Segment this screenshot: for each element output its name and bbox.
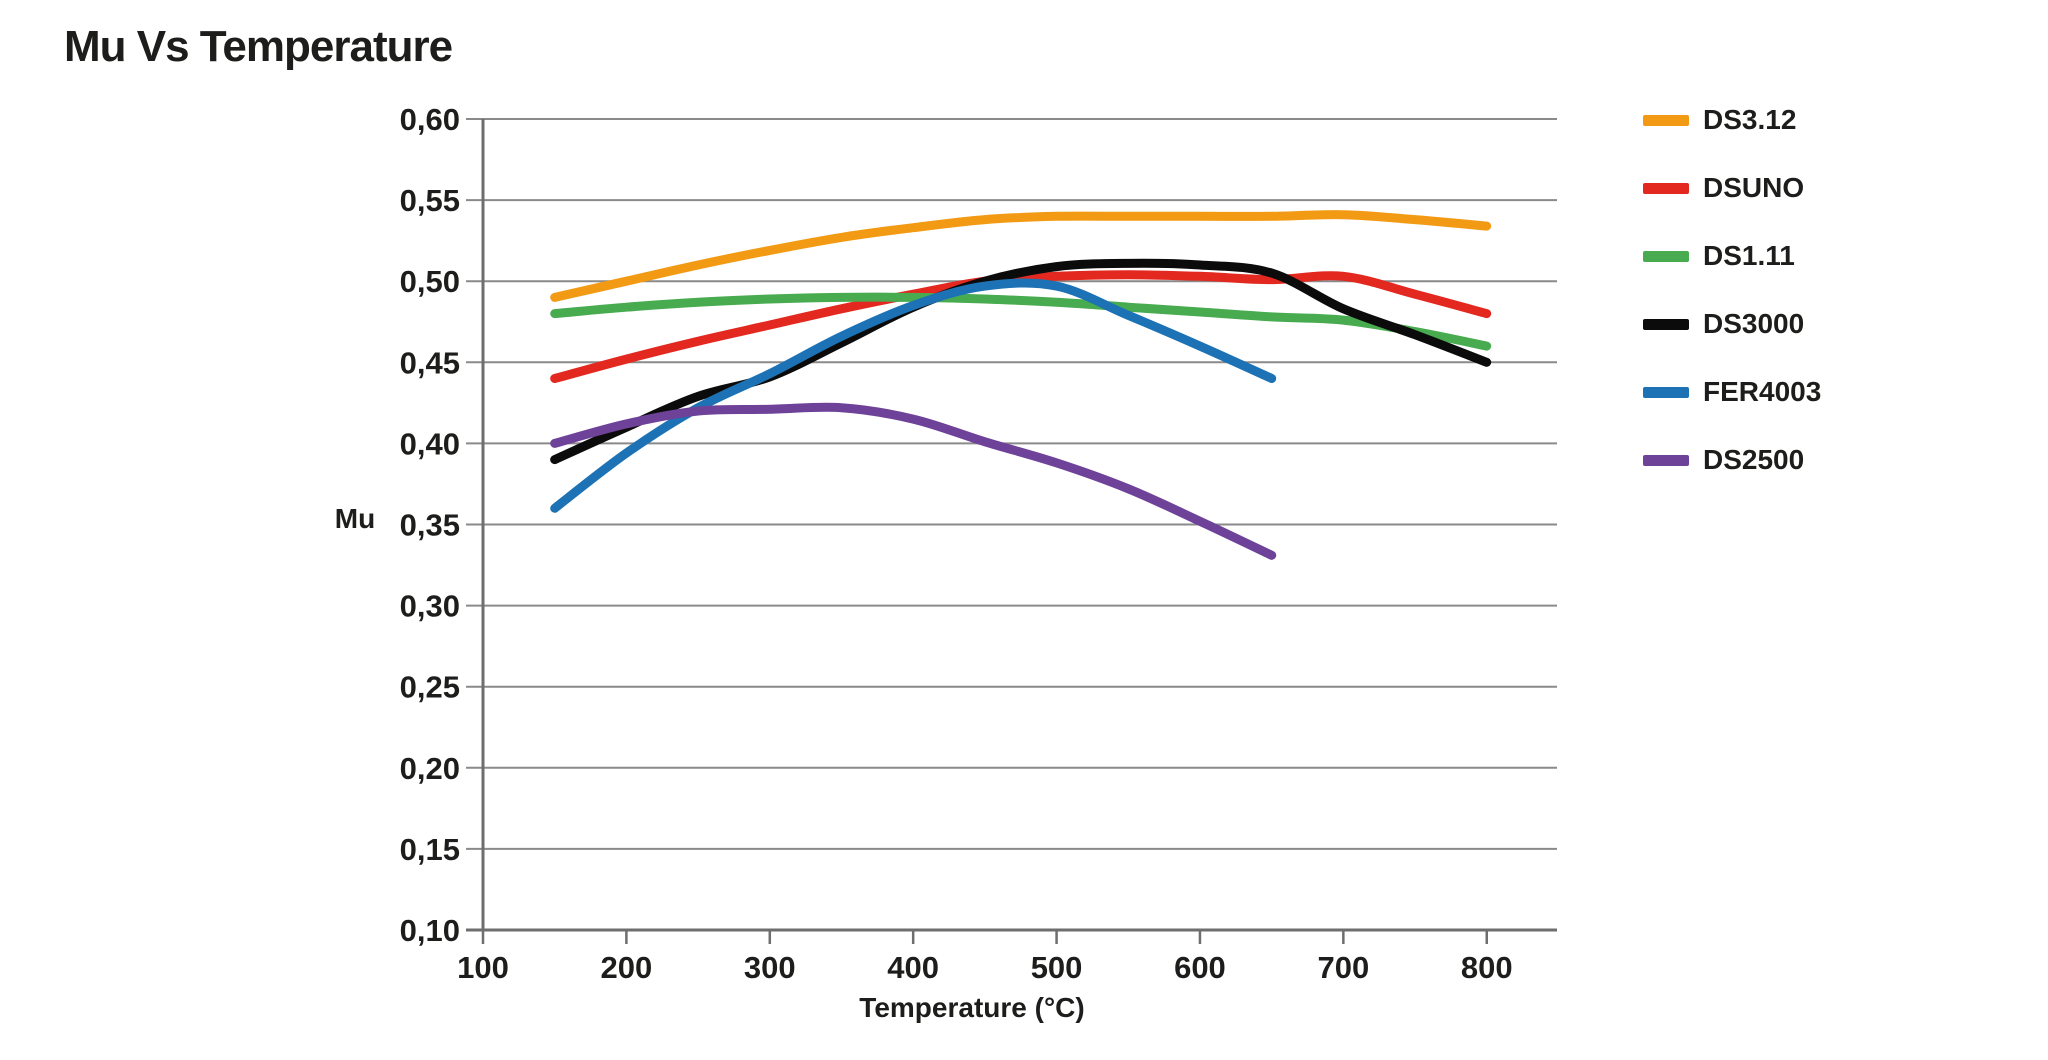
legend-swatch-icon (1643, 454, 1689, 466)
legend-swatch-icon (1643, 114, 1689, 126)
legend-item-ds3000: DS3000 (1643, 290, 1821, 358)
chart-title: Mu Vs Temperature (64, 22, 453, 71)
legend-swatch-icon (1643, 182, 1689, 194)
legend-item-ds1.11: DS1.11 (1643, 222, 1821, 290)
series-line-ds3000 (550, 258, 1492, 465)
x-tick-label: 200 (601, 950, 653, 985)
x-axis-title: Temperature (°C) (859, 992, 1085, 1023)
legend-label: FER4003 (1703, 376, 1822, 407)
y-tick-label: 0,40 (400, 426, 460, 461)
y-tick-label: 0,55 (400, 183, 460, 218)
y-tick-label: 0,60 (400, 102, 460, 137)
legend-label: DS3000 (1703, 308, 1805, 339)
series-line-fer4003 (550, 278, 1277, 513)
legend-label: DS3.12 (1703, 104, 1797, 135)
legend: DS3.12 DSUNO DS1.11 DS3000 FER4003 DS2500 (1643, 86, 1821, 494)
y-tick-label: 0,45 (400, 345, 460, 380)
series-line-ds1.11 (550, 292, 1492, 351)
legend-swatch-icon (1643, 250, 1689, 262)
legend-swatch-icon (1643, 318, 1689, 330)
legend-swatch-icon (1643, 386, 1689, 398)
x-tick-label: 300 (744, 950, 796, 985)
series-line-ds3.12 (550, 210, 1492, 302)
legend-item-dsuno: DSUNO (1643, 154, 1821, 222)
y-tick-label: 0,30 (400, 589, 460, 624)
x-tick-label: 400 (887, 950, 939, 985)
x-tick-label: 800 (1461, 950, 1513, 985)
series-line-dsuno (550, 270, 1492, 383)
legend-label: DS2500 (1703, 444, 1805, 475)
y-tick-label: 0,35 (400, 508, 460, 543)
y-tick-label: 0,25 (400, 670, 460, 705)
x-tick-label: 700 (1317, 950, 1369, 985)
legend-label: DSUNO (1703, 172, 1805, 203)
y-tick-label: 0,15 (400, 832, 460, 867)
y-tick-label: 0,10 (400, 913, 460, 948)
legend-item-ds3.12: DS3.12 (1643, 86, 1821, 154)
x-tick-label: 500 (1031, 950, 1083, 985)
legend-item-ds2500: DS2500 (1643, 426, 1821, 494)
y-axis-title: Mu (334, 503, 376, 534)
x-tick-label: 600 (1174, 950, 1226, 985)
legend-label: DS1.11 (1703, 240, 1795, 271)
y-tick-label: 0,50 (400, 264, 460, 299)
x-tick-label: 100 (457, 950, 509, 985)
y-tick-label: 0,20 (400, 751, 460, 786)
series-line-ds2500 (550, 402, 1277, 560)
legend-item-fer4003: FER4003 (1643, 358, 1821, 426)
